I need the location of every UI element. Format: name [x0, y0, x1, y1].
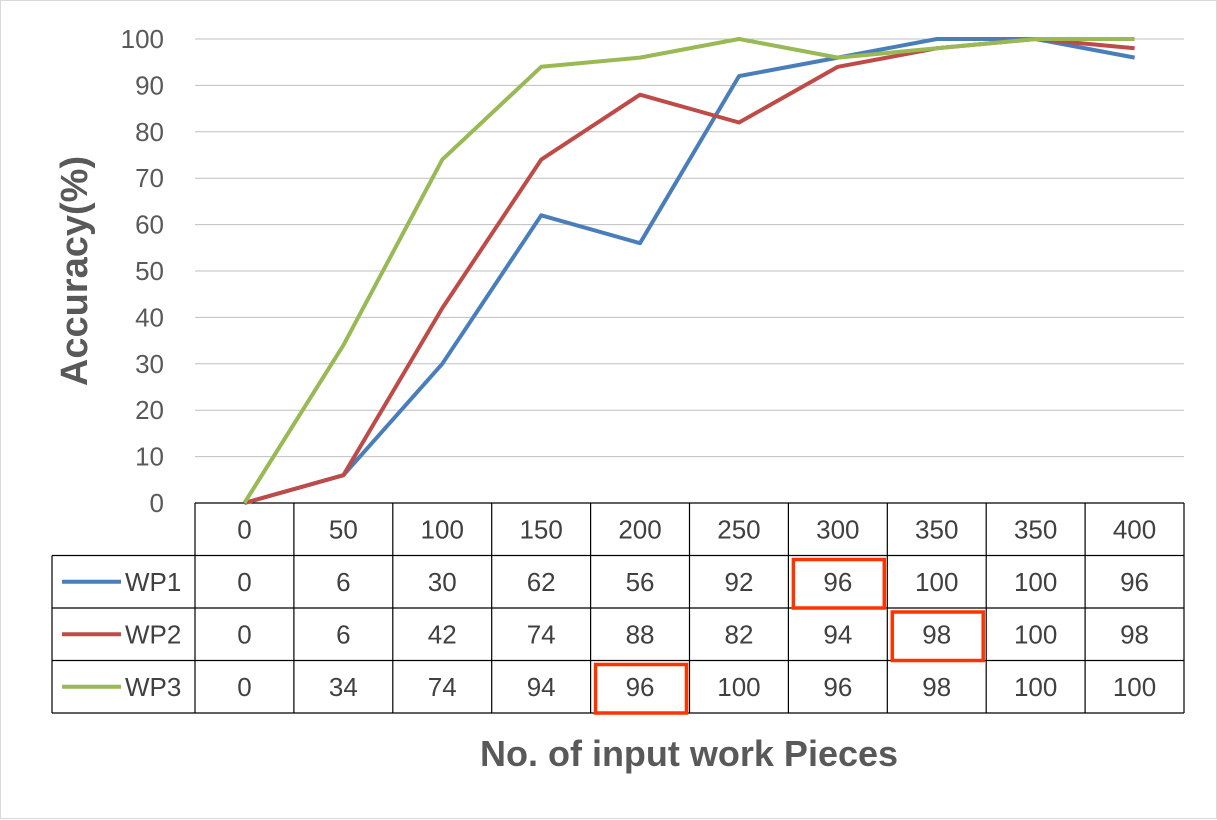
data-label-wp2: 98: [922, 619, 951, 649]
series-line-wp1: [243, 37, 1135, 505]
y-tick-label: 100: [121, 24, 164, 54]
data-label-wp2: 88: [626, 619, 655, 649]
data-label-wp1: 6: [336, 567, 350, 597]
data-label-wp2: 42: [428, 619, 457, 649]
x-category-label: 0: [237, 514, 251, 544]
x-category-label: 150: [519, 514, 562, 544]
x-category-label: 100: [421, 514, 464, 544]
data-label-wp1: 0: [237, 567, 251, 597]
data-label-wp1: 56: [626, 567, 655, 597]
data-label-wp2: 74: [527, 619, 556, 649]
y-tick-label: 30: [135, 349, 164, 379]
data-label-wp1: 30: [428, 567, 457, 597]
y-tick-label: 0: [150, 488, 164, 518]
x-category-label: 50: [329, 514, 358, 544]
data-label-wp1: 92: [724, 567, 753, 597]
data-label-wp3: 0: [237, 672, 251, 702]
data-label-wp2: 6: [336, 619, 350, 649]
legend-label-wp1: WP1: [125, 567, 181, 597]
y-tick-label: 40: [135, 302, 164, 332]
series-line-wp3: [242, 37, 1135, 505]
data-label-wp3: 100: [1113, 672, 1156, 702]
data-label-wp3: 74: [428, 672, 457, 702]
y-tick-label: 20: [135, 395, 164, 425]
data-label-wp3: 94: [527, 672, 556, 702]
x-category-label: 400: [1113, 514, 1156, 544]
y-tick-labels: 0 10 20 30 40 50 60 70 80 90 100: [121, 24, 164, 518]
highlight-box: [593, 662, 689, 715]
x-category-label: 350: [915, 514, 958, 544]
data-label-wp1: 100: [915, 567, 958, 597]
data-label-wp1: 96: [1120, 567, 1149, 597]
highlight-box: [791, 557, 887, 610]
data-label-wp3: 96: [823, 672, 852, 702]
data-label-wp2: 0: [237, 619, 251, 649]
x-category-label: 350: [1014, 514, 1057, 544]
highlight-box: [890, 610, 985, 663]
y-axis-title: Accuracy(%): [54, 156, 96, 386]
data-label-wp3: 96: [626, 672, 655, 702]
data-label-wp2: 98: [1120, 619, 1149, 649]
series-lines: [242, 37, 1135, 505]
x-category-label: 200: [618, 514, 661, 544]
y-tick-label: 10: [135, 442, 164, 472]
data-label-wp2: 100: [1014, 619, 1057, 649]
x-axis-title: No. of input work Pieces: [480, 733, 898, 774]
legend-label-wp2: WP2: [125, 619, 181, 649]
data-label-wp2: 82: [724, 619, 753, 649]
data-label-wp1: 62: [527, 567, 556, 597]
data-label-wp1: 100: [1014, 567, 1057, 597]
data-label-wp3: 34: [329, 672, 358, 702]
y-tick-label: 60: [135, 210, 164, 240]
data-table: 0 50 100 150 200 250 300 350 350 400 WP1 0 6 30 62 56 92…: [51, 502, 1185, 714]
legend-label-wp3: WP3: [125, 672, 181, 702]
highlight-boxes: [593, 557, 985, 715]
x-category-label: 300: [816, 514, 859, 544]
data-label-wp1: 96: [823, 567, 852, 597]
data-label-wp3: 98: [922, 672, 951, 702]
data-label-wp3: 100: [1014, 672, 1057, 702]
data-label-wp2: 94: [823, 619, 852, 649]
x-category-label: 250: [717, 514, 760, 544]
y-tick-label: 80: [135, 117, 164, 147]
y-tick-label: 90: [135, 70, 164, 100]
data-label-wp3: 100: [717, 672, 760, 702]
gridlines: [195, 38, 1184, 458]
y-tick-label: 50: [135, 256, 164, 286]
y-tick-label: 70: [135, 163, 164, 193]
